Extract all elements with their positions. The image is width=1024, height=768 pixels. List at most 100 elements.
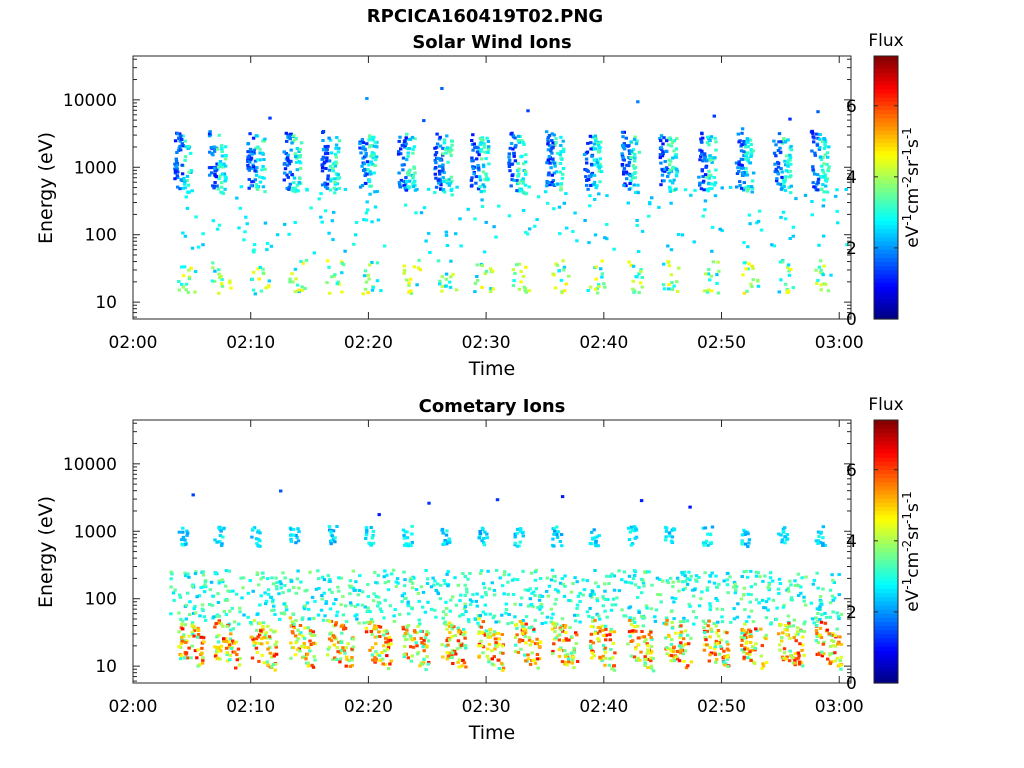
flux-cell [195, 656, 199, 660]
flux-cell [754, 598, 759, 602]
flux-cell [295, 283, 300, 287]
flux-cell [708, 278, 712, 282]
flux-cell [783, 541, 787, 545]
flux-cell [350, 647, 354, 651]
flux-cell [700, 149, 704, 153]
flux-cell [599, 140, 603, 144]
flux-cell [376, 604, 380, 608]
flux-cell [415, 652, 420, 656]
flux-cell [323, 145, 327, 149]
flux-cell [746, 185, 751, 188]
flux-cell [345, 658, 349, 661]
flux-cell [610, 667, 614, 671]
flux-cell [679, 633, 683, 637]
flux-cell [375, 190, 379, 193]
flux-cell [550, 132, 554, 136]
colorbar-title: Flux [868, 31, 903, 51]
flux-cell [649, 659, 653, 663]
flux-cell [248, 132, 252, 136]
flux-cell [623, 580, 628, 584]
flux-cell [283, 222, 287, 226]
flux-cell [778, 182, 783, 186]
flux-cell [400, 594, 405, 598]
flux-cell [444, 233, 449, 237]
flux-cell [592, 180, 597, 184]
flux-cell [200, 661, 205, 665]
colorbar-step [874, 117, 898, 123]
colorbar-step [874, 101, 898, 106]
flux-cell [591, 147, 595, 151]
flux-cell [275, 233, 280, 237]
flux-cell [325, 156, 329, 160]
flux-cell [589, 646, 593, 650]
flux-cell [370, 536, 374, 540]
flux-cell [486, 569, 490, 573]
flux-cell [555, 533, 559, 536]
flux-cell [573, 613, 577, 617]
flux-cell [327, 231, 331, 235]
flux-cell [745, 530, 749, 534]
flux-cell [352, 242, 356, 246]
flux-cell [752, 171, 756, 175]
flux-cell [423, 636, 428, 640]
flux-cell [799, 585, 803, 589]
flux-cell [450, 179, 454, 183]
flux-cell [365, 200, 369, 204]
flux-cell [631, 164, 635, 168]
flux-cell [539, 605, 544, 609]
flux-cell [826, 167, 831, 171]
flux-cell [712, 581, 717, 585]
flux-cell [193, 572, 198, 576]
flux-cell [789, 583, 793, 587]
flux-cell [779, 215, 783, 219]
flux-cell [550, 151, 554, 155]
flux-cell [812, 140, 816, 144]
flux-cell [749, 633, 753, 637]
colorbar-step [874, 646, 898, 651]
flux-cell [266, 577, 270, 581]
flux-cell [604, 633, 608, 637]
flux-cell [749, 155, 753, 158]
colorbar-step [874, 543, 898, 548]
flux-cell [523, 628, 528, 632]
flux-cell [823, 543, 827, 547]
flux-cell [601, 643, 606, 647]
flux-cell [726, 654, 730, 657]
flux-cell [363, 174, 367, 177]
flux-cell [780, 636, 784, 640]
flux-cell [835, 611, 839, 615]
flux-cell [258, 539, 262, 543]
flux-cell [783, 282, 788, 286]
flux-cell [251, 637, 255, 641]
flux-cell [643, 571, 647, 575]
flux-cell [184, 652, 188, 656]
flux-cell [216, 601, 221, 604]
flux-cell [485, 136, 489, 140]
flux-cell [367, 138, 371, 142]
flux-cell [645, 651, 649, 655]
flux-cell [573, 619, 578, 623]
flux-cell [310, 663, 314, 667]
flux-cell [673, 597, 678, 600]
colorbar-tick-label: 6 [846, 97, 857, 117]
flux-cell [269, 244, 274, 248]
flux-cell [588, 285, 593, 289]
flux-cell [831, 640, 836, 643]
flux-cell [333, 191, 337, 195]
flux-cell [180, 163, 184, 167]
flux-cell [410, 540, 414, 544]
colorbar-step [874, 72, 898, 78]
flux-cell [201, 656, 205, 660]
flux-cell [235, 196, 239, 200]
flux-cell [245, 222, 249, 226]
flux-cell [703, 199, 708, 203]
flux-cell [415, 631, 419, 635]
flux-cell [559, 278, 564, 282]
flux-cell [265, 241, 270, 245]
flux-cell [404, 136, 408, 140]
flux-cell [706, 181, 711, 185]
x-tick-label: 03:00 [815, 697, 864, 717]
flux-cell [627, 161, 632, 164]
flux-cell [224, 613, 229, 617]
flux-cell [474, 599, 478, 603]
